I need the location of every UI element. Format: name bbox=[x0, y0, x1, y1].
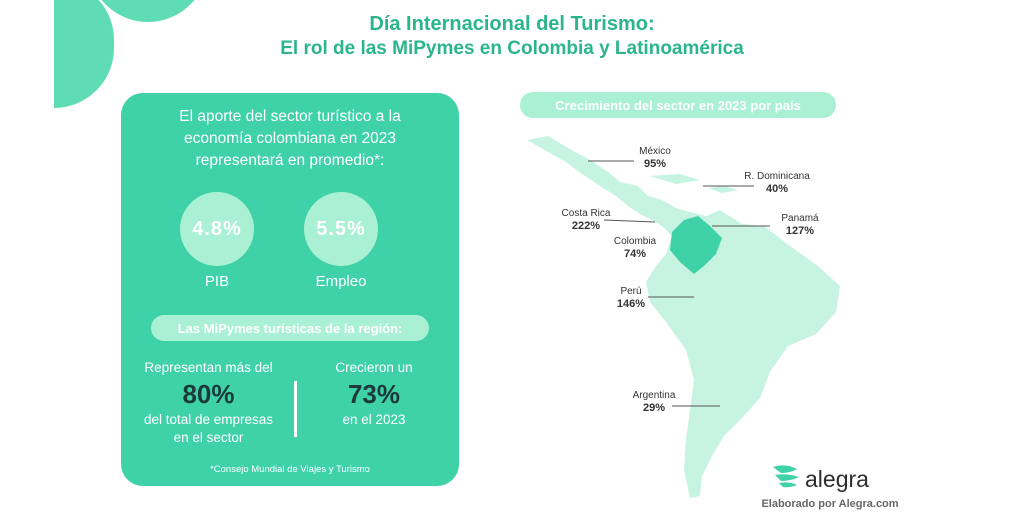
employment-metric-circle: 5.5% bbox=[304, 192, 378, 266]
growth-stat: Crecieron un 73% en el 2023 bbox=[299, 359, 449, 429]
leader-lines bbox=[588, 160, 770, 407]
growth-stat-post: en el 2023 bbox=[342, 412, 406, 427]
country-pct: 95% bbox=[643, 158, 667, 170]
pib-metric-circle: 4.8% bbox=[180, 192, 254, 266]
country-pct: 74% bbox=[623, 248, 647, 260]
employment-label: Empleo bbox=[315, 273, 367, 290]
tourism-stats-card: El aporte del sector turístico a la econ… bbox=[121, 93, 459, 486]
country-label-dominican: R. Dominicana 40% bbox=[735, 171, 819, 195]
country-pct: 222% bbox=[571, 220, 601, 232]
intro-line: El aporte del sector turístico a la bbox=[179, 108, 401, 125]
share-stat-post: en el sector bbox=[173, 430, 244, 445]
section-pill: Las MiPymes turísticas de la región: bbox=[151, 315, 429, 341]
credit-line: Elaborado por Alegra.com bbox=[761, 498, 899, 510]
card-intro: El aporte del sector turístico a la econ… bbox=[121, 106, 459, 172]
country-pct: 29% bbox=[642, 402, 666, 414]
country-name: México bbox=[639, 146, 671, 157]
share-stat-pre: Representan más del bbox=[144, 360, 273, 375]
share-stat-value: 80% bbox=[182, 379, 235, 409]
leader-line-costa-rica bbox=[603, 219, 656, 223]
country-name: R. Dominicana bbox=[744, 171, 810, 182]
intro-line: economía colombiana en 2023 bbox=[184, 130, 396, 147]
country-label-mexico: México 95% bbox=[625, 146, 685, 170]
alegra-logo-text: alegra bbox=[805, 466, 869, 492]
caribbean-island bbox=[708, 186, 738, 193]
country-label-panama: Panamá 127% bbox=[770, 213, 830, 237]
country-pct: 127% bbox=[785, 225, 815, 237]
stat-divider bbox=[294, 381, 297, 437]
alegra-wave-icon bbox=[773, 465, 799, 488]
caribbean-island bbox=[650, 174, 700, 184]
country-label-argentina: Argentina 29% bbox=[624, 390, 684, 414]
footnote: *Consejo Mundial de Viajes y Turismo bbox=[210, 464, 370, 475]
country-name: Colombia bbox=[613, 236, 657, 247]
page-subtitle: El rol de las MiPymes en Colombia y Lati… bbox=[280, 38, 744, 59]
country-name: Perú bbox=[620, 286, 642, 297]
growth-stat-pre: Crecieron un bbox=[335, 360, 413, 375]
share-stat: Representan más del 80% del total de emp… bbox=[121, 359, 296, 447]
country-pct: 146% bbox=[616, 298, 646, 310]
colombia-highlight bbox=[670, 216, 722, 274]
country-name: Panamá bbox=[781, 213, 819, 224]
country-label-colombia: Colombia 74% bbox=[604, 236, 666, 260]
country-label-peru: Perú 146% bbox=[606, 286, 656, 310]
page-title: Día Internacional del Turismo: bbox=[369, 13, 655, 35]
growth-stat-value: 73% bbox=[347, 379, 401, 409]
pib-label: PIB bbox=[204, 273, 230, 290]
intro-line: representará en promedio*: bbox=[195, 152, 385, 169]
map-title: Crecimiento del sector en 2023 por país bbox=[520, 92, 836, 118]
country-name: Argentina bbox=[632, 390, 676, 401]
country-pct: 40% bbox=[765, 183, 789, 195]
country-name: Costa Rica bbox=[561, 208, 611, 219]
share-stat-post: del total de empresas bbox=[143, 412, 274, 427]
country-label-costa-rica: Costa Rica 222% bbox=[554, 208, 618, 232]
